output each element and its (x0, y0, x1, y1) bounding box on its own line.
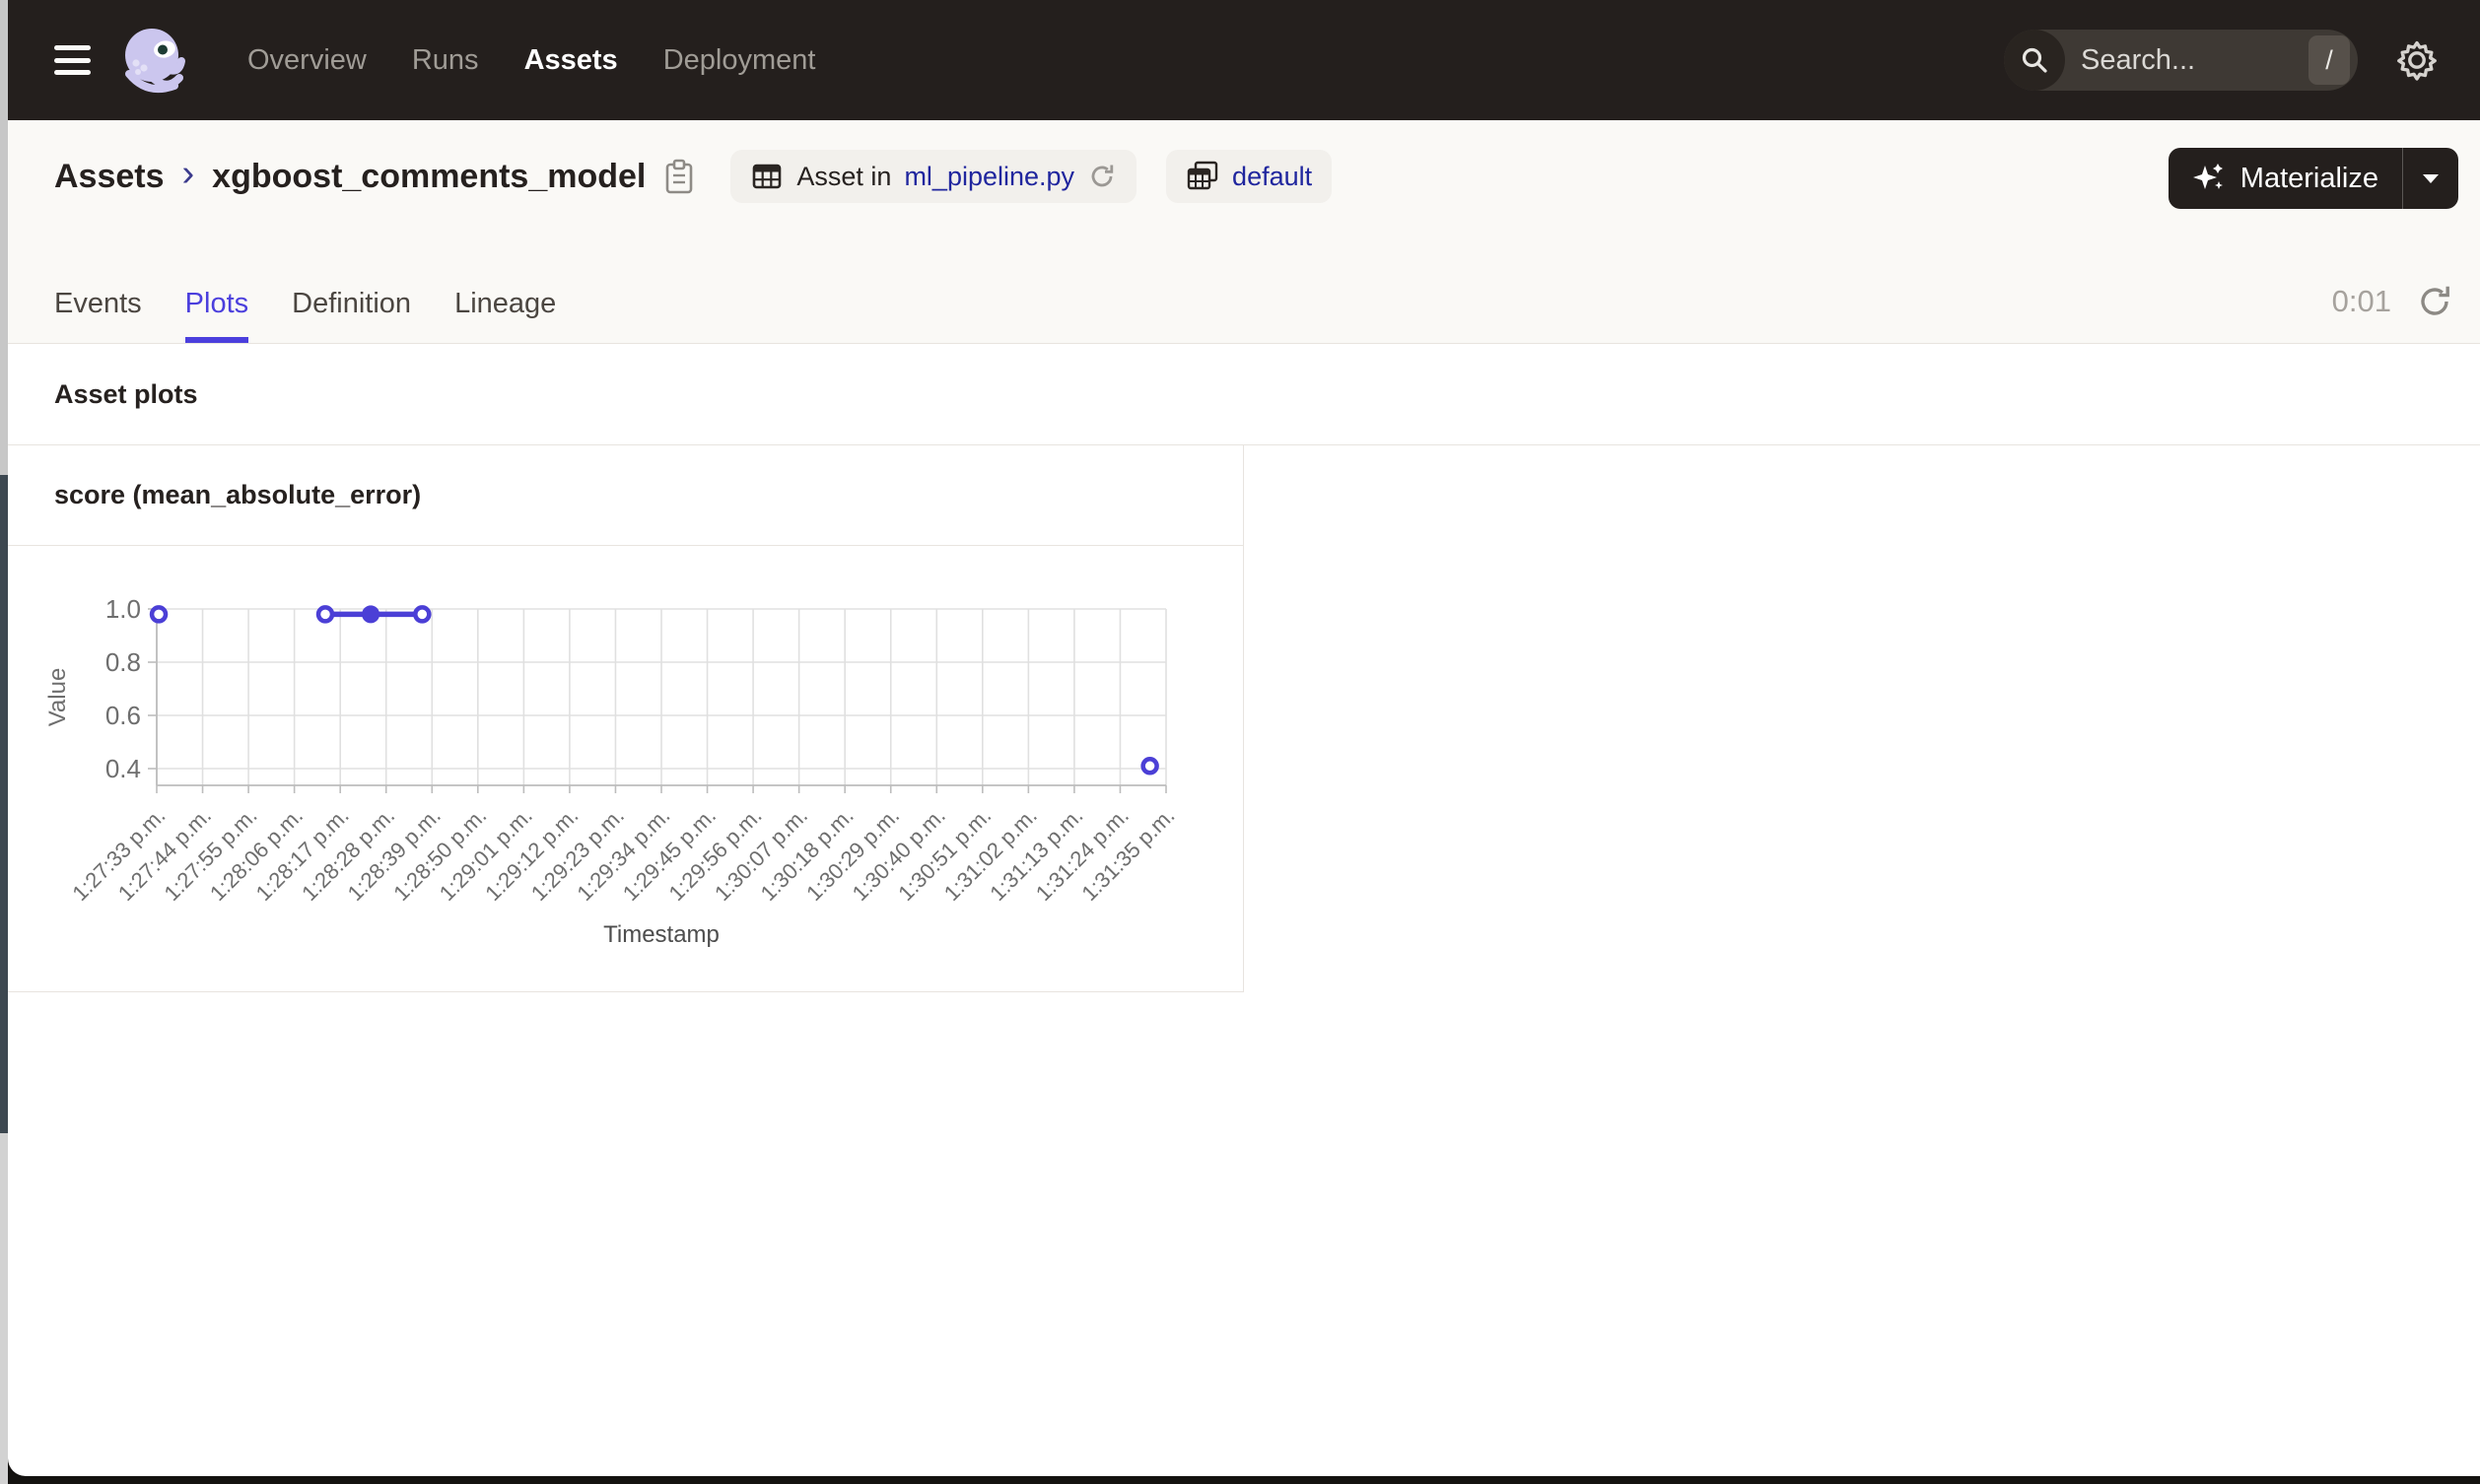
svg-text:0.6: 0.6 (105, 701, 141, 730)
nav-item-deployment[interactable]: Deployment (662, 43, 816, 76)
repository-badge: default (1166, 150, 1333, 203)
chevron-down-icon (2423, 174, 2439, 183)
copy-asset-name-icon[interactable] (663, 158, 695, 195)
asset-header: Assets › xgboost_comments_model (8, 120, 2480, 344)
tab-lineage[interactable]: Lineage (454, 288, 557, 319)
refresh-icon[interactable] (2415, 282, 2454, 321)
asset-in-label: Asset in (796, 161, 892, 191)
hamburger-menu-icon[interactable] (54, 45, 91, 75)
tab-events[interactable]: Events (54, 288, 142, 319)
settings-gear-icon[interactable] (2393, 36, 2441, 84)
page-title: xgboost_comments_model (212, 157, 647, 195)
pipeline-file-link[interactable]: ml_pipeline.py (904, 161, 1075, 191)
table-icon (753, 164, 782, 189)
sparkle-icon (2192, 164, 2223, 189)
svg-text:Timestamp: Timestamp (603, 921, 720, 948)
materialize-split-button: Materialize (2168, 148, 2458, 209)
tab-definition[interactable]: Definition (292, 288, 412, 319)
repository-link[interactable]: default (1232, 161, 1313, 191)
button-divider (2402, 148, 2403, 209)
section-header: Asset plots (8, 344, 2480, 445)
nav-item-assets[interactable]: Assets (523, 43, 618, 76)
asset-plot-chart: 1:27:33 p.m.1:27:44 p.m.1:27:55 p.m.1:28… (44, 594, 1180, 948)
background-screen-sliver (0, 0, 8, 1484)
asset-in-badge: Asset in ml_pipeline.py (730, 150, 1137, 203)
svg-text:Value: Value (44, 668, 71, 727)
plot-card: score (mean_absolute_error) 1:27:33 p.m.… (8, 445, 1244, 992)
svg-text:0.4: 0.4 (105, 754, 141, 783)
search-box[interactable]: / (2004, 30, 2358, 91)
materialize-label: Materialize (2239, 162, 2378, 194)
breadcrumb-assets-link[interactable]: Assets (54, 157, 165, 195)
nav-item-runs[interactable]: Runs (411, 43, 479, 76)
section-title: Asset plots (54, 378, 198, 409)
repo-table-icon (1187, 161, 1218, 190)
tab-plots[interactable]: Plots (184, 288, 249, 343)
search-icon (2004, 30, 2065, 91)
breadcrumb-chevron-icon: › (181, 152, 195, 194)
app-window: Overview Runs Assets Deployment / (8, 0, 2480, 1476)
dagster-logo[interactable] (117, 23, 192, 98)
asset-tabs: Events Plots Definition Lineage (54, 288, 556, 343)
auto-refresh-control: 0:01 (2332, 282, 2454, 321)
top-nav: Overview Runs Assets Deployment / (8, 0, 2480, 120)
svg-text:0.8: 0.8 (105, 647, 141, 677)
search-shortcut-key: / (2308, 35, 2350, 85)
svg-text:1.0: 1.0 (105, 594, 141, 624)
plot-title: score (mean_absolute_error) (54, 480, 422, 509)
search-input[interactable] (2065, 43, 2308, 77)
plot-card-header: score (mean_absolute_error) (8, 445, 1243, 546)
refresh-countdown: 0:01 (2331, 284, 2391, 318)
materialize-button[interactable]: Materialize (2169, 148, 2402, 209)
breadcrumb: Assets › xgboost_comments_model (54, 150, 1333, 203)
primary-nav: Overview Runs Assets Deployment (247, 44, 815, 77)
reload-definitions-icon[interactable] (1087, 162, 1117, 191)
materialize-dropdown-button[interactable] (2403, 148, 2458, 209)
nav-item-overview[interactable]: Overview (247, 43, 367, 76)
